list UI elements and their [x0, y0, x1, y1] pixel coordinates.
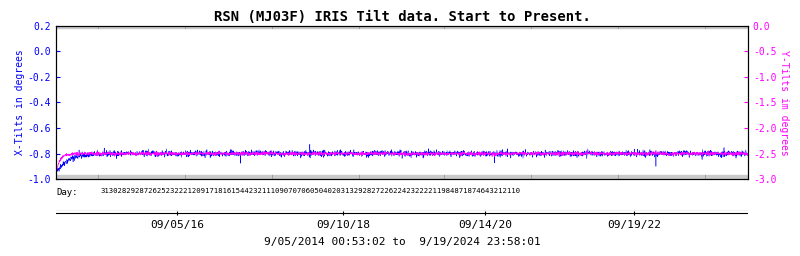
Text: 09/14/20: 09/14/20	[458, 220, 512, 230]
Text: Day:: Day:	[56, 188, 78, 197]
Text: 09/05/16: 09/05/16	[150, 220, 204, 230]
Title: RSN (MJ03F) IRIS Tilt data. Start to Present.: RSN (MJ03F) IRIS Tilt data. Start to Pre…	[214, 10, 590, 24]
Text: 09/19/22: 09/19/22	[607, 220, 661, 230]
Text: 9/05/2014 00:53:02 to  9/19/2024 23:58:01: 9/05/2014 00:53:02 to 9/19/2024 23:58:01	[264, 237, 540, 247]
Y-axis label: X-Tilts in degrees: X-Tilts in degrees	[15, 49, 25, 155]
Text: 31302829287262523222120917181615442321110907070605040203132928272262242322221198: 3130282928726252322212091718161544232111…	[101, 188, 521, 194]
Y-axis label: Y-Tilts im degrees: Y-Tilts im degrees	[779, 49, 789, 155]
Text: 09/10/18: 09/10/18	[316, 220, 370, 230]
